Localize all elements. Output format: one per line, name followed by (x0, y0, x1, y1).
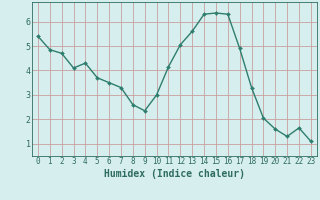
X-axis label: Humidex (Indice chaleur): Humidex (Indice chaleur) (104, 169, 245, 179)
